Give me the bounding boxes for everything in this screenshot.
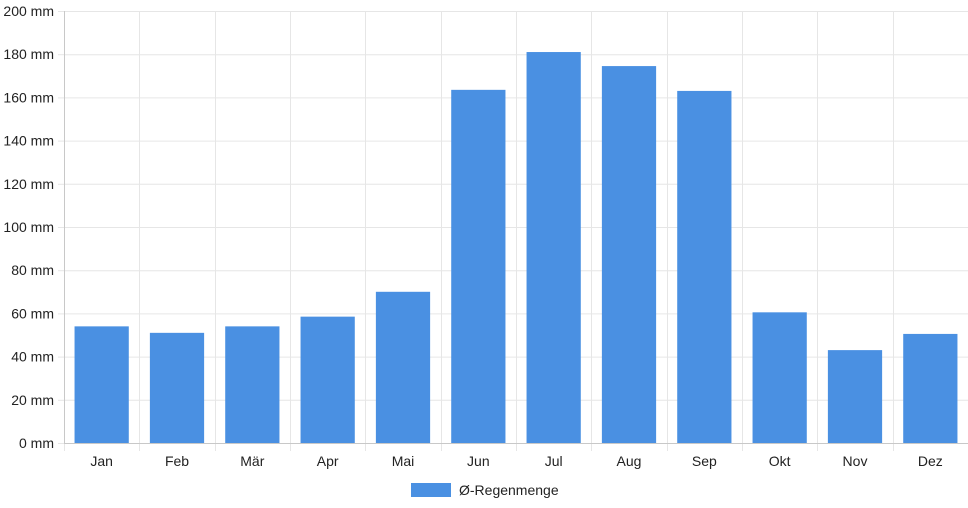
y-axis-ticks: 0 mm 20 mm 40 mm 60 mm 80 mm 100 mm 120 mm 140 … bbox=[3, 3, 64, 451]
bar[interactable] bbox=[601, 66, 657, 443]
bar[interactable] bbox=[752, 312, 807, 443]
x-tick-label: Nov bbox=[843, 453, 868, 469]
bar[interactable] bbox=[149, 332, 205, 443]
y-tick-label: 120 mm bbox=[3, 176, 54, 192]
bar[interactable] bbox=[451, 89, 506, 443]
x-tick-label: Mai bbox=[392, 453, 415, 469]
y-tick-label: 100 mm bbox=[3, 219, 54, 235]
x-tick-label: Jun bbox=[467, 453, 490, 469]
bar[interactable] bbox=[526, 52, 581, 443]
legend-swatch bbox=[411, 483, 451, 497]
bar[interactable] bbox=[74, 326, 129, 443]
x-axis-ticks: Jan Feb Mär Apr Mai Jun Jul Aug Sep Okt Nov Dez bbox=[90, 453, 942, 469]
y-tick-label: 40 mm bbox=[11, 349, 54, 365]
x-tick-label: Feb bbox=[165, 453, 189, 469]
axes bbox=[58, 11, 968, 444]
legend[interactable]: Ø-Regenmenge bbox=[411, 480, 559, 500]
bar[interactable] bbox=[375, 291, 431, 443]
y-tick-label: 180 mm bbox=[3, 46, 54, 62]
x-tick-label: Jul bbox=[545, 453, 563, 469]
x-tick-label: Aug bbox=[617, 453, 642, 469]
y-tick-label: 160 mm bbox=[3, 89, 54, 105]
x-tick-label: Okt bbox=[769, 453, 791, 469]
y-tick-label: 80 mm bbox=[11, 262, 54, 278]
y-tick-label: 60 mm bbox=[11, 305, 54, 321]
bar[interactable] bbox=[903, 333, 958, 443]
bar[interactable] bbox=[827, 350, 883, 443]
bars bbox=[74, 52, 958, 444]
x-tick-label: Jan bbox=[90, 453, 113, 469]
legend-label: Ø-Regenmenge bbox=[459, 482, 559, 498]
y-tick-label: 200 mm bbox=[3, 3, 54, 19]
bar[interactable] bbox=[225, 326, 280, 443]
x-tick-label: Dez bbox=[918, 453, 943, 469]
x-tick-label: Apr bbox=[317, 453, 339, 469]
y-tick-label: 20 mm bbox=[11, 392, 54, 408]
x-tick-label: Mär bbox=[240, 453, 264, 469]
y-tick-label: 0 mm bbox=[19, 435, 54, 451]
bar[interactable] bbox=[300, 316, 355, 443]
bar[interactable] bbox=[677, 90, 732, 444]
x-tick-label: Sep bbox=[692, 453, 717, 469]
y-tick-label: 140 mm bbox=[3, 133, 54, 149]
